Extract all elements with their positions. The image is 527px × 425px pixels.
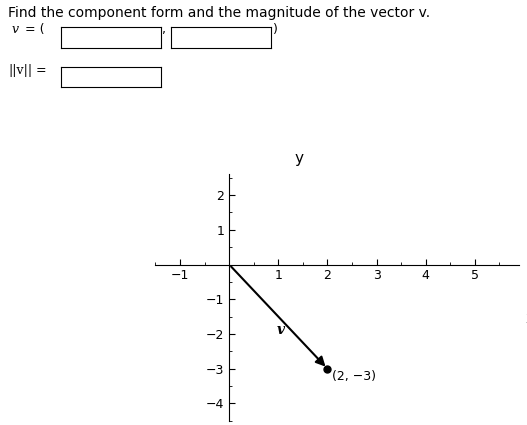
Text: ): )	[273, 23, 278, 36]
X-axis label: x: x	[525, 311, 527, 326]
Text: v: v	[277, 323, 285, 337]
Text: ||v||: ||v||	[8, 64, 32, 76]
Text: ,: ,	[162, 23, 167, 36]
Text: =: =	[36, 64, 46, 76]
Text: = (: = (	[25, 23, 45, 36]
Text: Find the component form and the magnitude of the vector v.: Find the component form and the magnitud…	[8, 6, 430, 20]
Y-axis label: y: y	[295, 150, 304, 166]
Text: v: v	[12, 23, 19, 36]
Text: (2, −3): (2, −3)	[333, 371, 376, 383]
